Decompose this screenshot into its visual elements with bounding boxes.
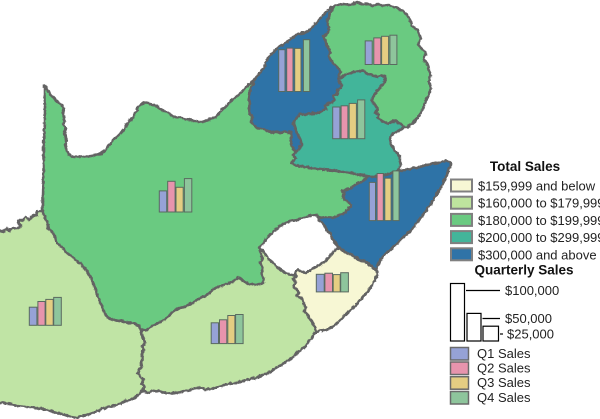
svg-text:Q2 Sales: Q2 Sales: [477, 361, 531, 376]
svg-text:$160,000 to $179,999: $160,000 to $179,999: [478, 196, 600, 211]
svg-text:Q3 Sales: Q3 Sales: [477, 375, 531, 390]
svg-text:$25,000: $25,000: [507, 327, 554, 342]
svg-text:Q4 Sales: Q4 Sales: [477, 390, 531, 405]
svg-text:$100,000: $100,000: [505, 283, 559, 298]
svg-text:$50,000: $50,000: [505, 311, 552, 326]
svg-text:Total Sales: Total Sales: [490, 159, 560, 174]
svg-text:$180,000 to $199,999: $180,000 to $199,999: [478, 213, 600, 228]
svg-text:Q1 Sales: Q1 Sales: [477, 346, 531, 361]
svg-text:$159,999 and below: $159,999 and below: [478, 179, 596, 194]
svg-text:Quarterly Sales: Quarterly Sales: [474, 263, 573, 278]
svg-text:$300,000 and above: $300,000 and above: [478, 247, 597, 262]
svg-text:$200,000 to $299,999: $200,000 to $299,999: [478, 230, 600, 245]
